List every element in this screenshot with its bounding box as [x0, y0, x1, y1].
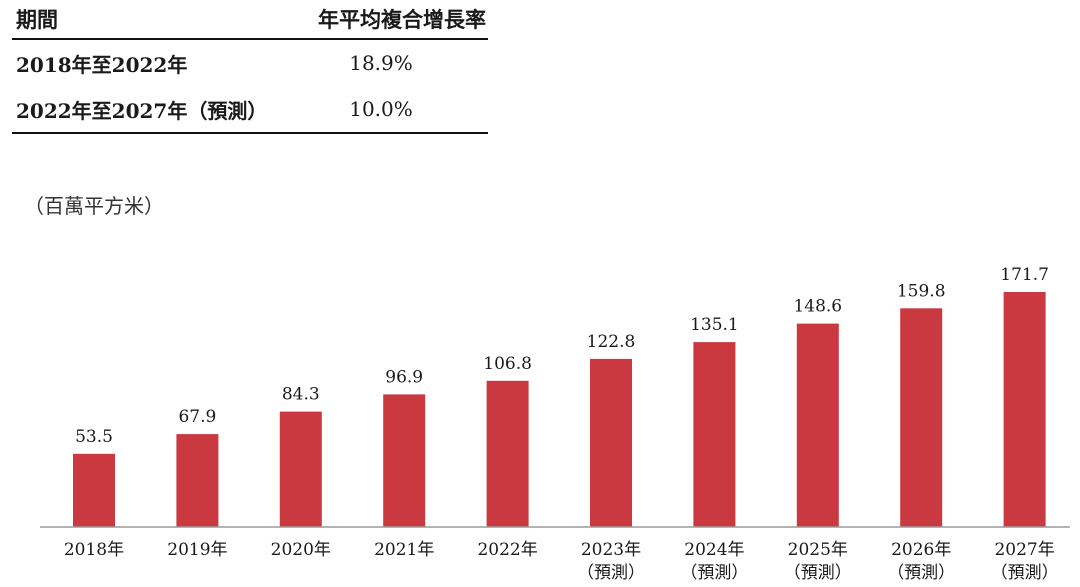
bar	[279, 411, 322, 527]
bar	[486, 380, 529, 527]
x-tick-note: （預測）	[887, 563, 955, 583]
bar-value-label: 53.5	[75, 427, 113, 447]
cagr-table-row: 2022年至2027年（預測） 10.0%	[12, 86, 488, 132]
x-tick-label: 2023年	[581, 540, 641, 560]
cagr-table-row: 2018年至2022年 18.9%	[12, 40, 488, 86]
bar-value-label: 148.6	[793, 297, 842, 317]
x-tick-note: （預測）	[577, 563, 645, 583]
bar	[1003, 292, 1046, 527]
bar-value-label: 84.3	[282, 385, 320, 405]
cagr-header-rate: 年平均複合增長率	[318, 7, 486, 32]
bar	[796, 323, 839, 527]
x-tick-label: 2019年	[167, 540, 227, 560]
x-tick-label: 2024年	[684, 540, 744, 560]
cagr-row-rate: 18.9%	[349, 51, 413, 75]
bar-value-label: 135.1	[690, 315, 739, 335]
cagr-header-period: 期間	[16, 7, 58, 32]
bar	[900, 308, 943, 527]
x-tick-label: 2025年	[788, 540, 848, 560]
x-tick-note: （預測）	[680, 563, 748, 583]
bar	[73, 453, 115, 527]
x-tick-label: 2020年	[271, 540, 331, 560]
x-tick-note: （預測）	[991, 563, 1059, 583]
cagr-row-rate: 10.0%	[349, 97, 413, 121]
bar-value-label: 67.9	[178, 407, 216, 427]
x-tick-label: 2026年	[891, 540, 951, 560]
bar-value-label: 159.8	[897, 281, 946, 301]
x-tick-label: 2018年	[64, 540, 124, 560]
bar	[176, 434, 219, 527]
bars-layer	[73, 292, 1046, 527]
bar-value-label: 122.8	[587, 332, 636, 352]
bar	[383, 394, 426, 527]
cagr-row-period: 2022年至2027年（預測）	[16, 98, 268, 123]
x-tick-label: 2022年	[477, 540, 537, 560]
bar-value-label: 171.7	[1000, 265, 1049, 285]
bar	[693, 342, 736, 527]
labels-layer: 53.5 2018年 67.9 2019年 84.3 2020年 96.9 2021年 106.…	[64, 265, 1059, 583]
cagr-row-period: 2018年至2022年	[16, 52, 188, 77]
x-tick-note: （預測）	[784, 563, 852, 583]
y-axis-unit-label: （百萬平方米）	[24, 194, 164, 218]
bar-value-label: 106.8	[483, 354, 532, 374]
bar-value-label: 96.9	[385, 367, 423, 387]
cagr-table: 期間 年平均複合增長率 2018年至2022年 18.9% 2022年至2027…	[12, 0, 488, 134]
bar	[590, 358, 632, 527]
cagr-table-header: 期間 年平均複合增長率	[12, 0, 488, 40]
x-tick-label: 2027年	[994, 540, 1054, 560]
x-tick-label: 2021年	[374, 540, 434, 560]
